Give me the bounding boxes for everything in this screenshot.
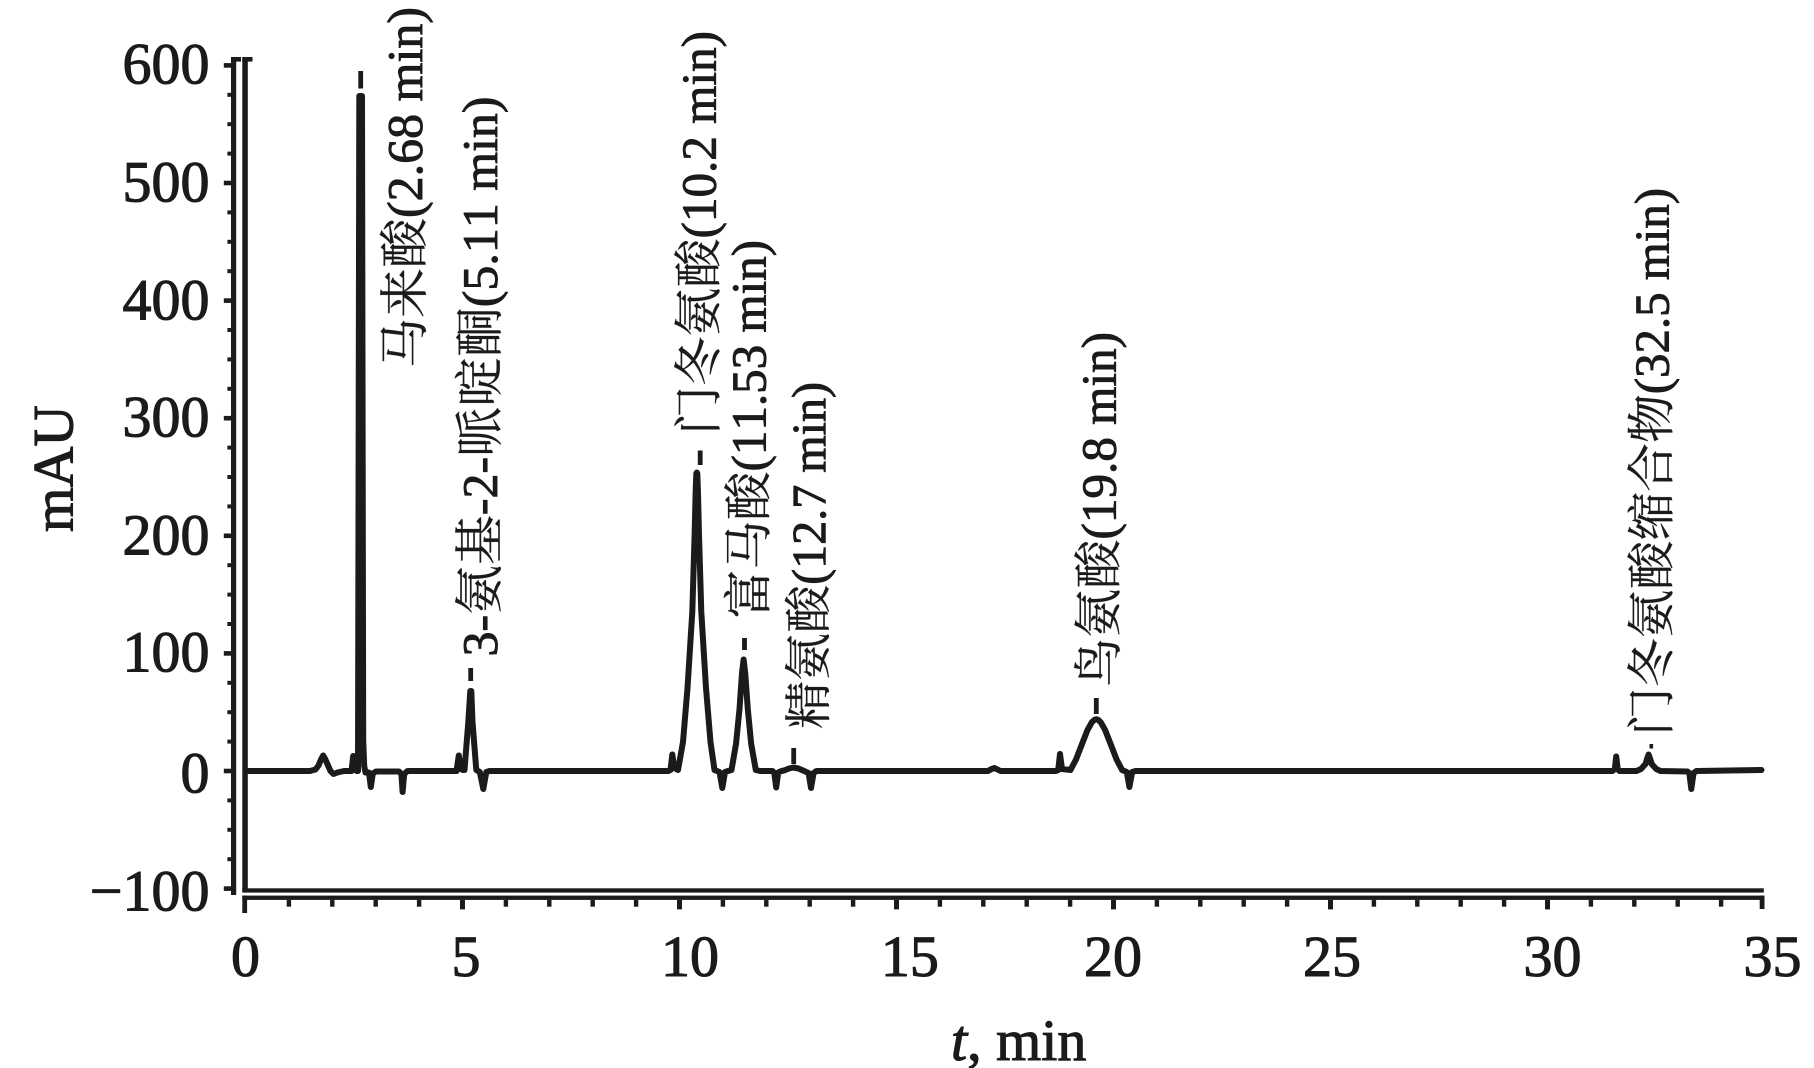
svg-text:200: 200 (123, 503, 210, 568)
svg-text:400: 400 (123, 268, 210, 333)
svg-text:5: 5 (452, 924, 481, 989)
svg-text:35: 35 (1744, 924, 1802, 989)
svg-text:500: 500 (123, 150, 210, 215)
svg-text:0: 0 (181, 741, 210, 806)
svg-text:20: 20 (1084, 924, 1142, 989)
svg-text:15: 15 (881, 924, 939, 989)
svg-text:300: 300 (123, 385, 210, 450)
svg-text:100: 100 (123, 620, 210, 685)
svg-text:600: 600 (123, 32, 210, 97)
svg-text:10: 10 (661, 924, 719, 989)
svg-text:25: 25 (1303, 924, 1361, 989)
svg-text:0: 0 (231, 924, 260, 989)
svg-text:−100: −100 (90, 859, 210, 924)
svg-text:t, min: t, min (951, 1008, 1086, 1068)
svg-text:mAU: mAU (23, 405, 86, 532)
svg-text:30: 30 (1524, 924, 1582, 989)
